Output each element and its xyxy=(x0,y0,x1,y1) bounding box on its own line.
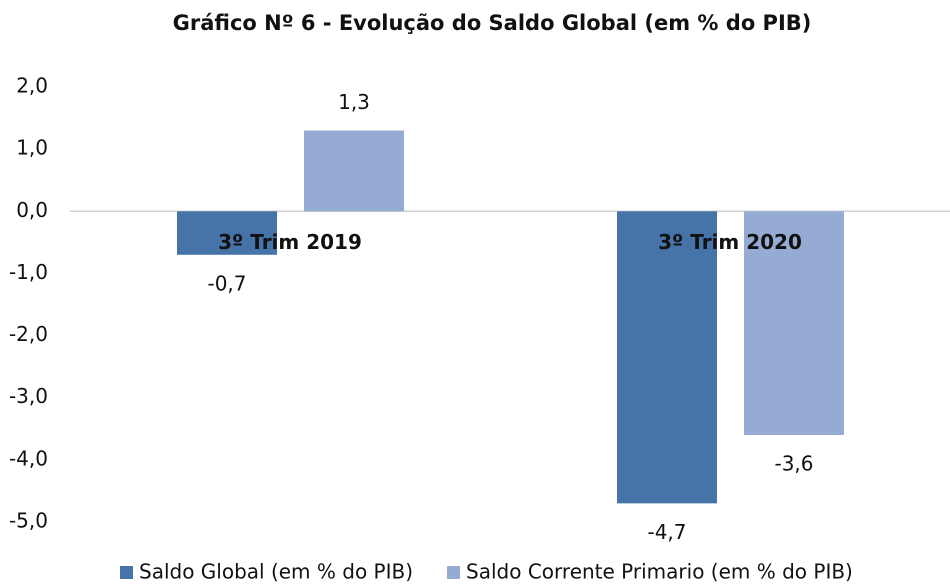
y-tick-label: -3,0 xyxy=(9,384,48,408)
data-label: -0,7 xyxy=(207,271,246,295)
y-tick-label: -1,0 xyxy=(9,260,48,284)
data-label: -3,6 xyxy=(774,452,813,476)
data-label: -4,7 xyxy=(647,520,686,544)
bar xyxy=(617,211,717,504)
bar xyxy=(177,211,277,255)
legend-swatch xyxy=(447,566,461,579)
y-tick-label: 0,0 xyxy=(16,198,48,222)
y-tick-label: 1,0 xyxy=(16,136,48,160)
legend-swatch xyxy=(120,566,133,579)
x-tick-label: 3º Trim 2019 xyxy=(218,230,362,254)
bar xyxy=(744,211,844,435)
legend-label: Saldo Corrente Primario (em % do PIB) xyxy=(466,560,853,584)
data-label: 1,3 xyxy=(338,90,370,114)
y-tick-label: -5,0 xyxy=(9,509,48,533)
y-tick-label: 2,0 xyxy=(16,74,48,98)
legend-label: Saldo Global (em % do PIB) xyxy=(139,560,413,584)
y-tick-label: -2,0 xyxy=(9,322,48,346)
bar xyxy=(304,130,404,212)
chart-title: Gráfico Nº 6 - Evolução do Saldo Global … xyxy=(173,11,812,35)
x-tick-label: 3º Trim 2020 xyxy=(658,230,802,254)
y-tick-label: -4,0 xyxy=(9,446,48,470)
